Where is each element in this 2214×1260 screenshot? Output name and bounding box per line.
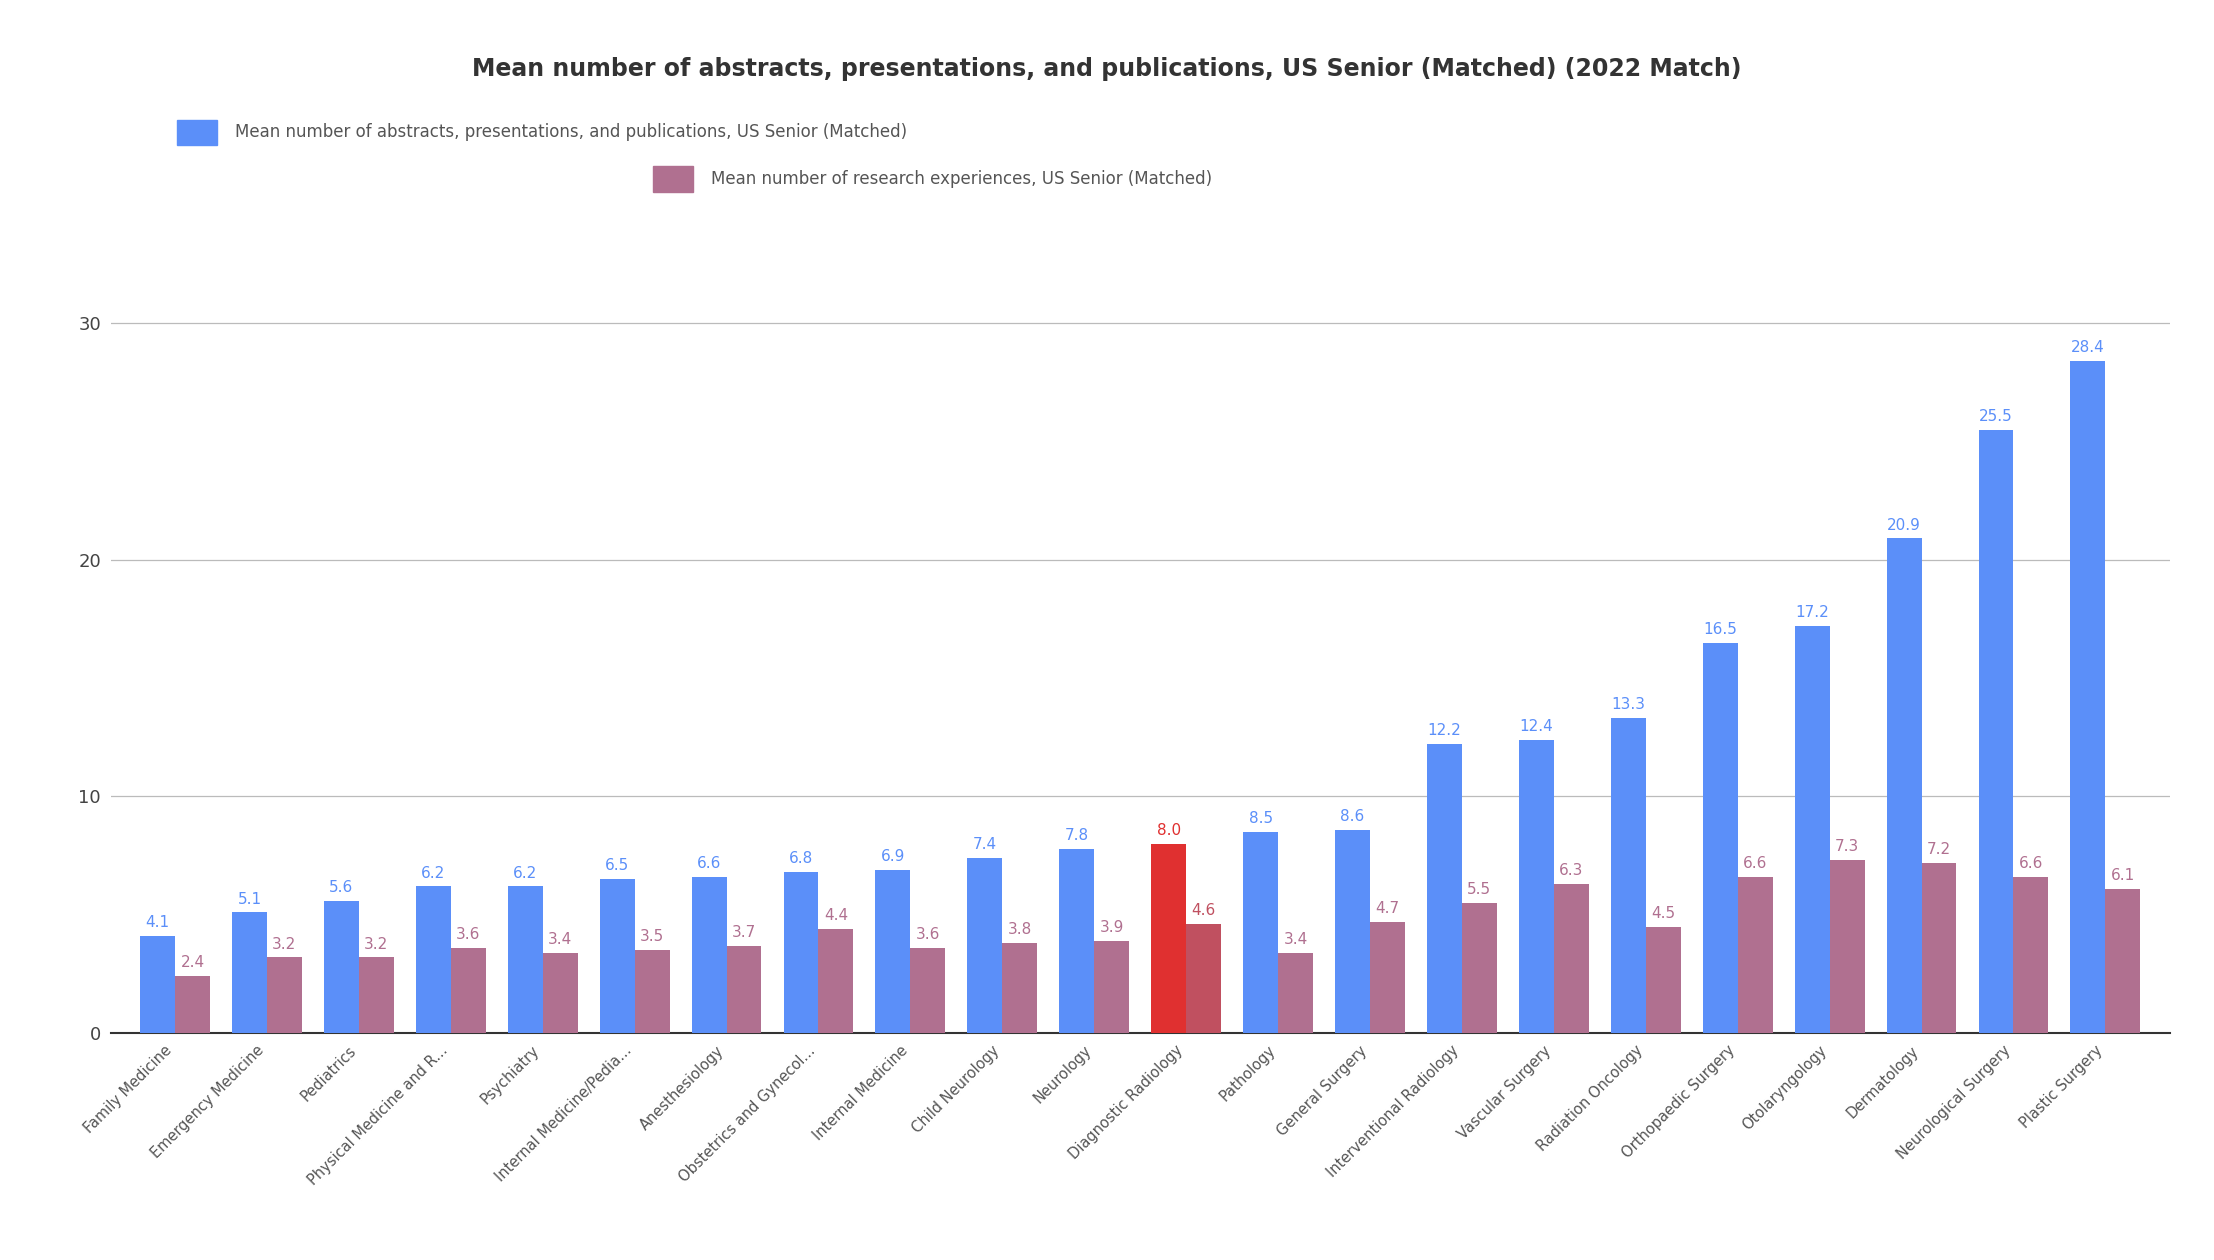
Text: 7.8: 7.8 — [1065, 828, 1089, 843]
Text: 6.6: 6.6 — [1742, 856, 1767, 871]
Text: 8.6: 8.6 — [1339, 809, 1364, 824]
Bar — [968, 858, 1003, 1033]
Text: 3.7: 3.7 — [733, 925, 757, 940]
Bar — [1796, 626, 1829, 1033]
Bar — [1244, 832, 1277, 1033]
Text: 8.5: 8.5 — [1249, 811, 1273, 827]
Text: 6.2: 6.2 — [421, 866, 445, 881]
Bar — [1370, 922, 1406, 1033]
Text: 3.2: 3.2 — [272, 936, 297, 951]
Text: 5.6: 5.6 — [330, 879, 354, 895]
Bar — [1554, 885, 1590, 1033]
Text: 6.9: 6.9 — [881, 849, 906, 864]
Bar — [1461, 903, 1497, 1033]
Text: 6.6: 6.6 — [2019, 856, 2044, 871]
Text: 4.6: 4.6 — [1191, 903, 1215, 919]
Bar — [1612, 718, 1645, 1033]
Bar — [416, 887, 452, 1033]
Text: 3.6: 3.6 — [456, 927, 480, 942]
Text: 3.6: 3.6 — [917, 927, 941, 942]
Text: 17.2: 17.2 — [1796, 605, 1829, 620]
Bar — [1187, 925, 1222, 1033]
Text: 6.8: 6.8 — [788, 852, 813, 867]
Text: 12.4: 12.4 — [1519, 718, 1554, 733]
Bar — [507, 887, 542, 1033]
Bar — [2070, 360, 2106, 1033]
Text: 6.1: 6.1 — [2110, 868, 2134, 883]
Bar — [1335, 829, 1370, 1033]
Text: 3.2: 3.2 — [365, 936, 387, 951]
Bar — [2013, 877, 2048, 1033]
Text: 7.2: 7.2 — [1926, 842, 1951, 857]
Text: 4.1: 4.1 — [146, 915, 170, 930]
Bar — [910, 948, 945, 1033]
Bar — [452, 948, 485, 1033]
Text: 3.5: 3.5 — [640, 930, 664, 945]
Bar — [1151, 844, 1187, 1033]
Text: 13.3: 13.3 — [1612, 698, 1645, 712]
Text: 25.5: 25.5 — [1979, 408, 2013, 423]
Bar — [359, 958, 394, 1033]
Bar — [232, 912, 268, 1033]
Text: 6.6: 6.6 — [697, 856, 722, 871]
Text: 2.4: 2.4 — [182, 955, 204, 970]
Text: 4.7: 4.7 — [1375, 901, 1399, 916]
Bar — [1703, 643, 1738, 1033]
Text: 4.4: 4.4 — [824, 908, 848, 924]
Text: 28.4: 28.4 — [2070, 340, 2106, 355]
Bar — [1094, 941, 1129, 1033]
Text: 8.0: 8.0 — [1156, 823, 1180, 838]
Bar — [542, 953, 578, 1033]
Text: 6.2: 6.2 — [514, 866, 538, 881]
Text: Mean number of abstracts, presentations, and publications, US Senior (Matched) (: Mean number of abstracts, presentations,… — [472, 57, 1742, 81]
Text: 3.9: 3.9 — [1100, 920, 1125, 935]
Bar — [1277, 953, 1313, 1033]
Bar — [784, 872, 819, 1033]
Bar — [1886, 538, 1922, 1033]
Bar — [2106, 888, 2141, 1033]
Bar — [1058, 848, 1094, 1033]
Bar — [819, 929, 852, 1033]
Text: 7.4: 7.4 — [972, 837, 996, 852]
Text: 12.2: 12.2 — [1428, 723, 1461, 738]
Bar — [1829, 861, 1864, 1033]
Bar — [1003, 944, 1038, 1033]
Text: 16.5: 16.5 — [1703, 621, 1738, 636]
Text: 3.8: 3.8 — [1007, 922, 1032, 937]
Bar — [600, 879, 635, 1033]
Text: 5.1: 5.1 — [237, 892, 261, 906]
Bar — [1519, 740, 1554, 1033]
Bar — [635, 950, 669, 1033]
Text: 3.4: 3.4 — [1284, 932, 1308, 946]
Text: 5.5: 5.5 — [1468, 882, 1492, 897]
Bar — [268, 958, 301, 1033]
Bar — [1428, 745, 1461, 1033]
Bar — [1645, 926, 1680, 1033]
Text: 20.9: 20.9 — [1886, 518, 1922, 533]
Bar — [175, 976, 210, 1033]
Text: 4.5: 4.5 — [1652, 906, 1676, 921]
Text: Mean number of abstracts, presentations, and publications, US Senior (Matched): Mean number of abstracts, presentations,… — [235, 123, 908, 141]
Text: 7.3: 7.3 — [1835, 839, 1860, 854]
Bar — [1979, 430, 2013, 1033]
Text: 6.3: 6.3 — [1559, 863, 1583, 878]
Bar — [1738, 877, 1773, 1033]
Bar — [139, 936, 175, 1033]
Bar — [691, 877, 726, 1033]
Bar — [1922, 863, 1957, 1033]
Bar — [323, 901, 359, 1033]
Text: 3.4: 3.4 — [549, 932, 571, 946]
Text: Mean number of research experiences, US Senior (Matched): Mean number of research experiences, US … — [711, 170, 1211, 188]
Bar — [875, 869, 910, 1033]
Text: 6.5: 6.5 — [604, 858, 629, 873]
Bar — [726, 945, 762, 1033]
